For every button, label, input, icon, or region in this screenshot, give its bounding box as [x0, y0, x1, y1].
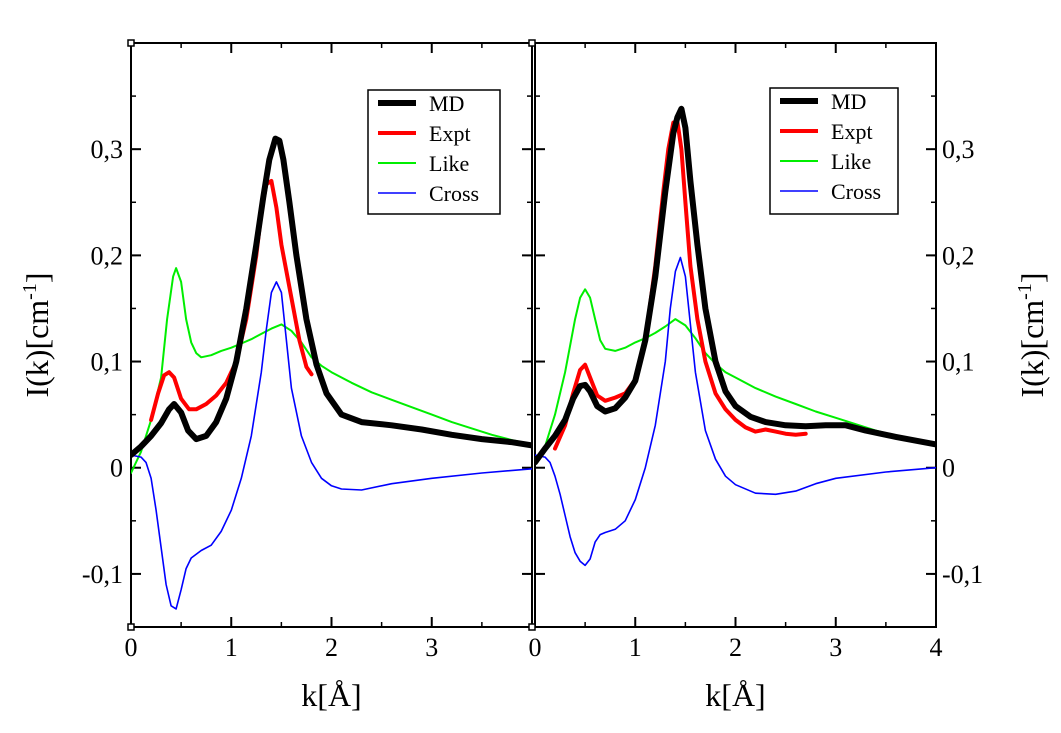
y-axis-title-main: I(k)[cm [1014, 300, 1050, 398]
legend-label-md: MD [429, 91, 464, 116]
y-tick-label: 0,3 [942, 135, 975, 164]
y-tick-label: 0,2 [91, 241, 124, 270]
right-panel: 0 1 2 3 4 -0,1 0 0,1 0,2 0,3 k[Å] I(k)[cm-1] MD Expt L… [529, 42, 1050, 713]
y-axis-title: I(k)[cm-1] [1014, 272, 1050, 397]
series-line-cross [131, 281, 532, 610]
x-axis-title: k[Å] [705, 677, 765, 713]
series-line-like [535, 288, 936, 464]
y-axis-title: I(k)[cm-1] [19, 272, 55, 397]
legend-label-expt: Expt [429, 121, 471, 146]
y-tick-label: -0,1 [82, 560, 123, 589]
y-tick-label: 0,1 [942, 348, 975, 377]
legend-box [769, 87, 899, 215]
y-axis-title-superscript: -1 [19, 283, 41, 300]
x-tick-label: 0 [529, 633, 542, 662]
corner-marker [528, 39, 536, 47]
legend-label-md: MD [831, 89, 866, 114]
left-panel: 0 1 2 3 -0,1 0 0,1 0,2 0,3 k[Å] I(k)[cm-1] MD Expt Li… [19, 42, 533, 713]
legend-label-like: Like [429, 151, 469, 176]
y-tick-label: 0 [942, 454, 955, 483]
legend-label-like: Like [831, 149, 871, 174]
y-tick-label: 0,1 [91, 348, 124, 377]
corner-marker [528, 623, 536, 631]
x-tick-label: 0 [125, 633, 138, 662]
corner-marker [127, 623, 135, 631]
corner-marker [127, 39, 135, 47]
legend-label-expt: Expt [831, 119, 873, 144]
y-axis-title-close: ] [1014, 272, 1050, 283]
x-tick-label: 3 [425, 633, 438, 662]
x-tick-label: 3 [829, 633, 842, 662]
x-tick-label: 2 [325, 633, 338, 662]
x-tick-label: 4 [930, 633, 943, 662]
series-line-md [131, 135, 532, 458]
x-axis-title: k[Å] [301, 677, 361, 713]
series-line-cross [535, 256, 936, 567]
series-line-like [131, 267, 532, 474]
x-tick-label: 1 [629, 633, 642, 662]
x-tick-label: 1 [225, 633, 238, 662]
y-axis-title-superscript: -1 [1014, 283, 1036, 300]
y-tick-label: 0 [110, 454, 123, 483]
series-line-md [535, 105, 936, 466]
y-tick-label: 0,2 [942, 241, 975, 270]
x-tick-label: 2 [729, 633, 742, 662]
y-axis-title-close: ] [19, 272, 55, 283]
y-tick-label: -0,1 [942, 560, 983, 589]
legend-label-cross: Cross [429, 181, 479, 206]
y-tick-label: 0,3 [91, 135, 124, 164]
y-axis-title-main: I(k)[cm [19, 300, 55, 398]
legend-label-cross: Cross [831, 179, 881, 204]
